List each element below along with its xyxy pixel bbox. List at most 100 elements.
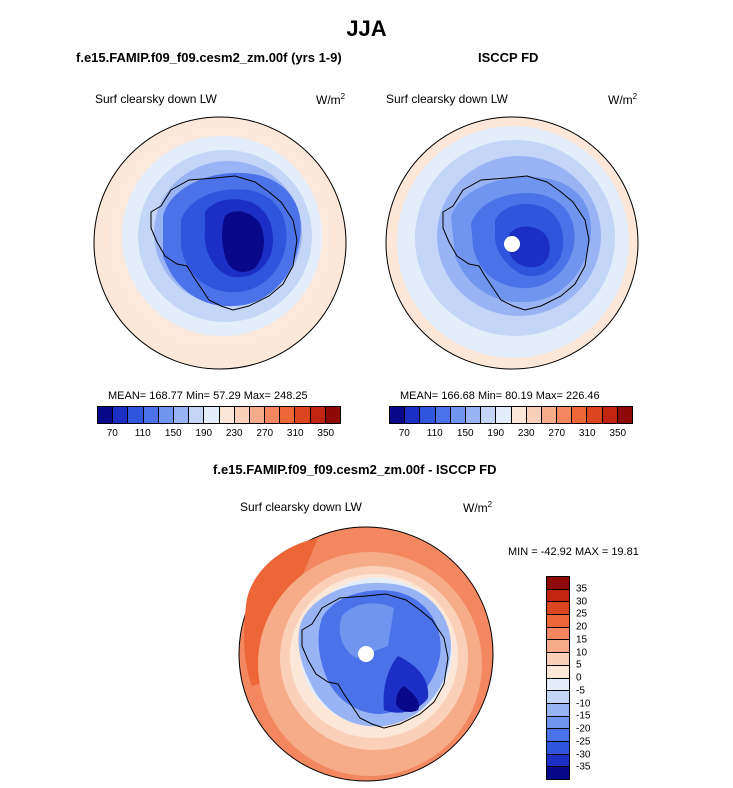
diff-colorbar-tick-label: 5 — [576, 659, 582, 671]
diff-colorbar — [546, 576, 570, 780]
page-title: JJA — [346, 16, 387, 41]
panel2-colorbar-swatch — [541, 407, 558, 423]
panel2-colorbar-swatch — [617, 407, 632, 423]
panel1-colorbar-swatch — [128, 407, 144, 423]
panel2-colorbar-swatch — [496, 407, 512, 423]
diff-pole-missing — [358, 646, 374, 662]
diff-colorbar-tick-label: 25 — [576, 608, 588, 620]
panel1-colorbar-swatch — [158, 407, 174, 423]
panel2-colorbar-swatch — [557, 407, 573, 423]
diff-colorbar-tick-label: 0 — [576, 672, 582, 684]
diff-colorbar-swatch — [547, 703, 569, 717]
panel2-colorbar-swatch — [420, 407, 436, 423]
panel2-colorbar-swatch — [526, 407, 542, 423]
panel2-colorbar-tick-label: 230 — [517, 428, 535, 439]
diff-colorbar-tick-label: 15 — [576, 634, 588, 646]
panel1-variable: Surf clearsky down LW — [95, 92, 217, 106]
diff-coastline — [301, 593, 449, 729]
diff-colorbar-swatch — [547, 691, 569, 704]
panel1-polar-map — [93, 116, 347, 370]
panel1-colorbar-swatch — [280, 407, 296, 423]
panel2-variable: Surf clearsky down LW — [386, 92, 508, 106]
panel2-colorbar-swatch — [435, 407, 451, 423]
diff-band-core — [396, 686, 420, 712]
diff-colorbar-swatch — [547, 741, 569, 755]
panel2-colorbar-swatch — [572, 407, 588, 423]
diff-colorbar-swatch — [547, 653, 569, 666]
panel1-stats: MEAN= 168.77 Min= 57.29 Max= 248.25 — [108, 390, 308, 402]
panel1-band-core — [222, 211, 264, 272]
panel1-colorbar-swatch — [295, 407, 311, 423]
diff-variable: Surf clearsky down LW — [240, 500, 362, 514]
panel1-colorbar-swatch — [265, 407, 281, 423]
diff-colorbar-tick-label: -25 — [576, 736, 591, 748]
diff-band-8 — [339, 603, 394, 658]
panel2-stats: MEAN= 166.68 Min= 80.19 Max= 226.46 — [400, 390, 600, 402]
panel1-colorbar-swatch — [204, 407, 220, 423]
diff-colorbar-swatch — [547, 678, 569, 692]
diff-colorbar-tick-label: 30 — [576, 596, 588, 607]
panel1-colorbar-swatch — [325, 407, 340, 423]
panel1-colorbar-tick-label: 70 — [106, 428, 118, 439]
panel1-colorbar-swatch — [310, 407, 326, 423]
panel1-colorbar-ticks: 70 110 150 190 230 270 310 350 — [97, 428, 341, 440]
diff-colorbar-tick-label: -35 — [576, 761, 591, 773]
diff-colorbar-tick-label: 35 — [576, 583, 588, 595]
diff-units: W/m2 — [463, 500, 493, 515]
panel2-band-8 — [509, 226, 550, 268]
panel2-colorbar-ticks: 70 110 150 190 230 270 310 350 — [389, 428, 633, 440]
panel1-units: W/m2 — [316, 92, 346, 107]
diff-colorbar-tick-label: -15 — [576, 710, 591, 722]
diff-stats: MIN = -42.92 MAX = 19.81 — [508, 546, 639, 558]
panel2-colorbar-swatch — [465, 407, 482, 423]
panel2-colorbar-swatch — [587, 407, 603, 423]
diff-colorbar-tick-label: 20 — [576, 621, 588, 633]
panel1-colorbar-swatch — [189, 407, 205, 423]
panel1-title: f.e15.FAMIP.f09_f09.cesm2_zm.00f (yrs 1-… — [76, 50, 342, 65]
diff-colorbar-swatch — [547, 767, 569, 779]
diff-colorbar-tick-label: -10 — [576, 698, 591, 709]
panel1-coastline — [150, 175, 298, 311]
diff-colorbar-swatch — [547, 602, 569, 616]
panel1-colorbar-swatch — [234, 407, 250, 423]
diff-title: f.e15.FAMIP.f09_f09.cesm2_zm.00f - ISCCP… — [213, 462, 497, 477]
panel2-units: W/m2 — [608, 92, 638, 107]
panel1-colorbar-tick-label: 190 — [195, 428, 213, 439]
panel1-colorbar-tick-label: 230 — [225, 428, 243, 439]
diff-colorbar-tick-label: -20 — [576, 723, 591, 735]
panel2-colorbar — [389, 406, 633, 424]
diff-colorbar-swatch — [547, 665, 569, 679]
panel2-colorbar-swatch — [602, 407, 618, 423]
panel1-colorbar-tick-label: 110 — [134, 428, 151, 439]
panel1-colorbar-swatch — [143, 407, 159, 423]
panel2-colorbar-tick-label: 150 — [456, 428, 474, 439]
diff-colorbar-tick-label: 10 — [576, 647, 588, 658]
panel2-colorbar-tick-label: 110 — [426, 428, 443, 439]
diff-colorbar-swatch — [547, 577, 569, 590]
panel2-colorbar-swatch — [511, 407, 527, 423]
diff-colorbar-tick-label: -30 — [576, 749, 591, 760]
panel2-colorbar-swatch — [481, 407, 497, 423]
panel2-polar-map — [385, 116, 639, 370]
panel2-colorbar-swatch — [390, 407, 406, 423]
panel1-colorbar-tick-label: 150 — [164, 428, 182, 439]
panel2-pole-missing — [504, 236, 520, 252]
panel2-colorbar-tick-label: 350 — [609, 428, 627, 439]
panel1-colorbar-tick-label: 270 — [256, 428, 274, 439]
diff-colorbar-swatch — [547, 615, 569, 628]
diff-colorbar-ticks: 35 30 25 20 15 10 5 0 -5 -10 -15 -20 -25 -30 -35 — [576, 576, 616, 780]
panel2-colorbar-swatch — [405, 407, 421, 423]
panel2-coastline — [442, 175, 590, 311]
diff-colorbar-swatch — [547, 754, 569, 768]
panel2-colorbar-swatch — [450, 407, 466, 423]
panel2-colorbar-tick-label: 190 — [487, 428, 505, 439]
diff-band-9 — [383, 656, 429, 713]
panel1-colorbar-swatch — [219, 407, 235, 423]
diff-colorbar-swatch — [547, 589, 569, 603]
panel1-colorbar-swatch — [113, 407, 129, 423]
panel2-title: ISCCP FD — [478, 50, 539, 65]
diff-polar-map — [238, 526, 494, 782]
panel1-colorbar-tick-label: 310 — [286, 428, 304, 439]
panel2-colorbar-tick-label: 310 — [578, 428, 596, 439]
diff-colorbar-swatch — [547, 729, 569, 742]
